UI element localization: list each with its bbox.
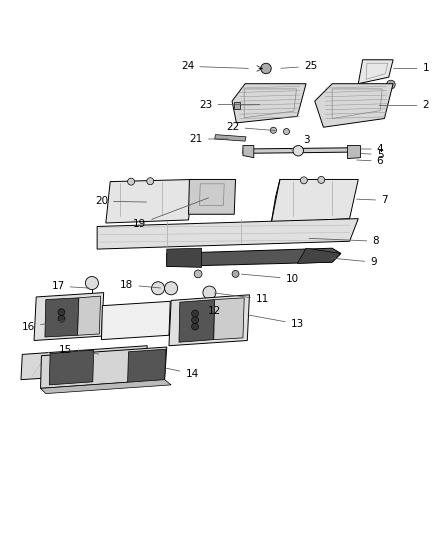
Circle shape — [270, 127, 276, 133]
Text: 8: 8 — [309, 236, 379, 246]
Circle shape — [387, 80, 395, 89]
Circle shape — [318, 176, 325, 183]
Circle shape — [147, 177, 154, 184]
Circle shape — [184, 305, 188, 309]
Text: 17: 17 — [51, 281, 89, 291]
Text: 23: 23 — [199, 100, 260, 110]
Polygon shape — [127, 349, 166, 383]
Text: 13: 13 — [248, 315, 304, 329]
Circle shape — [94, 297, 99, 302]
Polygon shape — [243, 148, 359, 154]
Polygon shape — [234, 102, 240, 109]
Polygon shape — [315, 84, 393, 127]
Polygon shape — [78, 296, 101, 335]
Polygon shape — [297, 248, 341, 263]
Circle shape — [293, 146, 304, 156]
Polygon shape — [167, 248, 341, 266]
Polygon shape — [45, 298, 79, 337]
Circle shape — [165, 282, 178, 295]
Text: 12: 12 — [189, 306, 221, 316]
Polygon shape — [214, 298, 244, 340]
Circle shape — [127, 178, 134, 185]
Circle shape — [58, 315, 65, 322]
Polygon shape — [106, 180, 193, 223]
Text: 2: 2 — [379, 100, 429, 110]
Circle shape — [85, 277, 99, 289]
Text: 25: 25 — [281, 61, 317, 71]
Circle shape — [194, 270, 202, 278]
Circle shape — [283, 128, 290, 135]
Polygon shape — [232, 84, 306, 123]
Circle shape — [58, 309, 65, 316]
Text: 10: 10 — [241, 273, 299, 284]
Circle shape — [191, 317, 198, 324]
Text: 1: 1 — [394, 63, 429, 74]
Polygon shape — [358, 60, 393, 84]
Polygon shape — [34, 293, 104, 341]
Polygon shape — [188, 180, 236, 214]
Text: 15: 15 — [59, 345, 99, 355]
Text: 22: 22 — [226, 122, 275, 132]
Polygon shape — [271, 180, 358, 223]
Polygon shape — [41, 379, 171, 393]
Polygon shape — [97, 219, 358, 249]
Text: 24: 24 — [181, 61, 248, 71]
Polygon shape — [215, 135, 246, 141]
Polygon shape — [41, 347, 167, 389]
Circle shape — [191, 323, 198, 330]
Polygon shape — [167, 248, 201, 268]
Circle shape — [232, 270, 239, 277]
Polygon shape — [347, 146, 360, 158]
Polygon shape — [102, 301, 170, 340]
Text: 7: 7 — [357, 196, 388, 205]
Text: 14: 14 — [165, 368, 199, 378]
Circle shape — [90, 295, 94, 299]
Circle shape — [179, 306, 183, 311]
Text: 9: 9 — [331, 257, 377, 267]
Text: 16: 16 — [22, 319, 75, 332]
Text: 6: 6 — [357, 156, 383, 166]
Text: 20: 20 — [95, 196, 147, 206]
Circle shape — [300, 177, 307, 184]
Circle shape — [191, 310, 198, 317]
Text: 3: 3 — [291, 135, 309, 149]
Text: 19: 19 — [133, 198, 208, 229]
Text: 21: 21 — [190, 134, 228, 144]
Circle shape — [203, 286, 216, 299]
Polygon shape — [179, 300, 215, 342]
Text: 18: 18 — [120, 280, 160, 290]
Text: 11: 11 — [214, 293, 269, 304]
Polygon shape — [243, 146, 254, 158]
Polygon shape — [49, 350, 94, 385]
Polygon shape — [169, 295, 250, 346]
Circle shape — [261, 63, 271, 74]
Text: 4: 4 — [361, 144, 383, 154]
Circle shape — [152, 282, 165, 295]
Text: 5: 5 — [361, 150, 383, 160]
Circle shape — [173, 303, 178, 308]
Polygon shape — [21, 346, 147, 379]
